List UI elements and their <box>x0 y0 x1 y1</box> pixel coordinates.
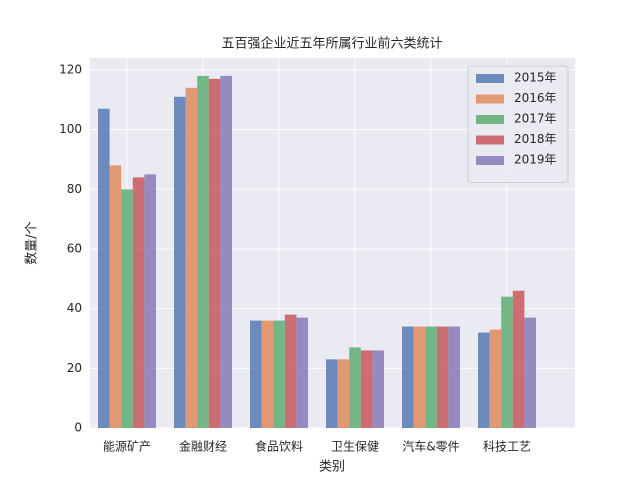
bar <box>144 174 156 428</box>
legend-swatch <box>476 74 504 83</box>
x-tick-label: 卫生保健 <box>331 440 379 454</box>
x-axis-label: 类别 <box>319 460 345 475</box>
bar <box>436 326 449 428</box>
bar <box>208 78 221 429</box>
bar <box>296 317 308 428</box>
bar <box>360 350 373 428</box>
legend-label: 2018年 <box>514 132 557 146</box>
bar <box>337 359 350 428</box>
bar <box>250 320 262 428</box>
bar <box>197 75 209 428</box>
bar <box>501 296 513 428</box>
y-tick-label: 100 <box>59 122 82 136</box>
bar <box>220 75 232 428</box>
bar <box>98 108 110 429</box>
bar <box>273 320 285 428</box>
legend-swatch <box>476 135 504 145</box>
bar <box>349 347 361 428</box>
y-tick-label: 80 <box>67 182 82 196</box>
bar <box>372 350 384 428</box>
legend-swatch <box>476 156 504 165</box>
bar <box>261 320 274 428</box>
y-axis-label: 数量/个 <box>25 221 40 264</box>
legend-label: 2019年 <box>514 153 557 167</box>
bar <box>512 290 525 428</box>
bar <box>402 326 414 428</box>
x-tick-label: 汽车&零件 <box>402 439 459 454</box>
bar <box>448 326 460 428</box>
bar <box>121 189 133 428</box>
bar <box>185 87 198 428</box>
y-tick-label: 20 <box>67 361 82 375</box>
y-tick-label: 40 <box>67 301 82 315</box>
bar <box>524 317 536 428</box>
x-tick-label: 能源矿产 <box>103 440 151 454</box>
bar <box>132 177 145 428</box>
y-tick-label: 60 <box>67 241 82 255</box>
bar <box>109 165 122 428</box>
x-tick-label: 金融财经 <box>179 439 227 454</box>
bar <box>174 96 186 429</box>
y-tick-label: 120 <box>59 62 82 76</box>
bar <box>284 314 297 428</box>
bar <box>425 326 437 428</box>
legend-label: 2015年 <box>514 71 557 85</box>
chart-title: 五百强企业近五年所属行业前六类统计 <box>221 36 442 52</box>
x-tick-label: 科技工艺 <box>483 440 531 454</box>
bar <box>489 329 502 428</box>
bar <box>413 326 426 428</box>
x-tick-label: 食品饮料 <box>255 439 303 454</box>
legend-label: 2017年 <box>514 112 557 126</box>
bar <box>478 332 490 428</box>
legend-swatch <box>476 115 504 124</box>
bar <box>326 359 338 428</box>
y-tick-label: 0 <box>74 421 82 435</box>
legend-swatch <box>476 94 504 104</box>
legend-label: 2016年 <box>514 91 557 105</box>
